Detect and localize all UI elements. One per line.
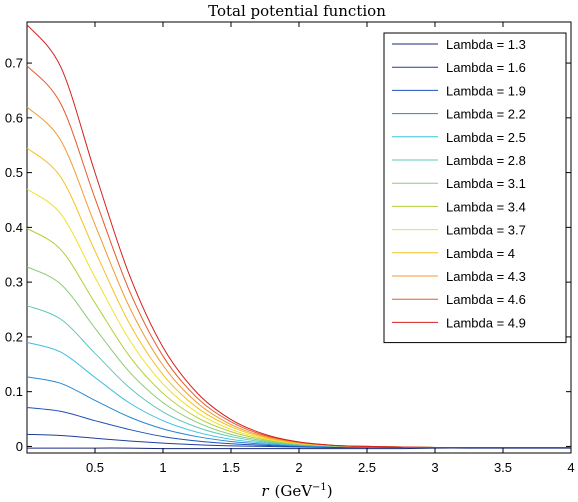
chart-title: Total potential function	[208, 2, 386, 20]
y-tick-label: 0.4	[5, 220, 23, 235]
x-tick-label: 3	[431, 460, 438, 475]
legend-label-5: Lambda = 2.5	[446, 130, 526, 145]
legend-label-11: Lambda = 4.3	[446, 269, 526, 284]
legend-label-6: Lambda = 2.8	[446, 153, 526, 168]
y-tick-label: 0	[16, 439, 23, 454]
x-tick-label: 1	[159, 460, 166, 475]
legend-box	[383, 32, 567, 344]
legend-label-9: Lambda = 3.7	[446, 223, 526, 238]
series-line-13	[26, 24, 571, 449]
x-tick-label: 4	[567, 460, 574, 475]
legend-label-12: Lambda = 4.6	[446, 292, 526, 307]
y-tick-label: 0.2	[5, 329, 23, 344]
legend-label-4: Lambda = 2.2	[446, 107, 526, 122]
x-tick-label: 0.5	[86, 460, 104, 475]
x-tick-label: 3.5	[494, 460, 512, 475]
y-tick-label: 0.1	[5, 384, 23, 399]
legend-label-13: Lambda = 4.9	[446, 315, 526, 330]
x-axis-label-close: )	[327, 482, 333, 500]
y-tick-label: 0.7	[5, 56, 23, 71]
legend: Lambda = 1.3 Lambda = 1.6 Lambda = 1.9 Lamb…	[383, 32, 567, 344]
legend-label-8: Lambda = 3.4	[446, 199, 526, 214]
x-axis-label-exponent: −1	[312, 482, 327, 493]
series-layer	[26, 24, 571, 450]
legend-label-7: Lambda = 3.1	[446, 176, 526, 191]
x-axis-label-variable: r	[261, 482, 269, 500]
x-axis-label-unit: (GeV	[275, 482, 314, 500]
x-tick-label: 1.5	[222, 460, 240, 475]
legend-label-3: Lambda = 1.9	[446, 83, 526, 98]
x-axis-label: r (GeV−1)	[261, 482, 332, 500]
y-tick-label: 0.5	[5, 165, 23, 180]
y-tick-label: 0.6	[5, 110, 23, 125]
legend-label-10: Lambda = 4	[446, 246, 515, 261]
legend-label-1: Lambda = 1.3	[446, 37, 526, 52]
x-tick-label: 2.5	[358, 460, 376, 475]
x-tick-label: 2	[295, 460, 302, 475]
axes-layer: 0.5 1 1.5 2 2.5 3 3.5 4 0 0.1 0.2 0.3 0.4 0.5 0.6 0.7	[5, 22, 575, 475]
y-tick-label: 0.3	[5, 275, 23, 290]
legend-label-2: Lambda = 1.6	[446, 60, 526, 75]
